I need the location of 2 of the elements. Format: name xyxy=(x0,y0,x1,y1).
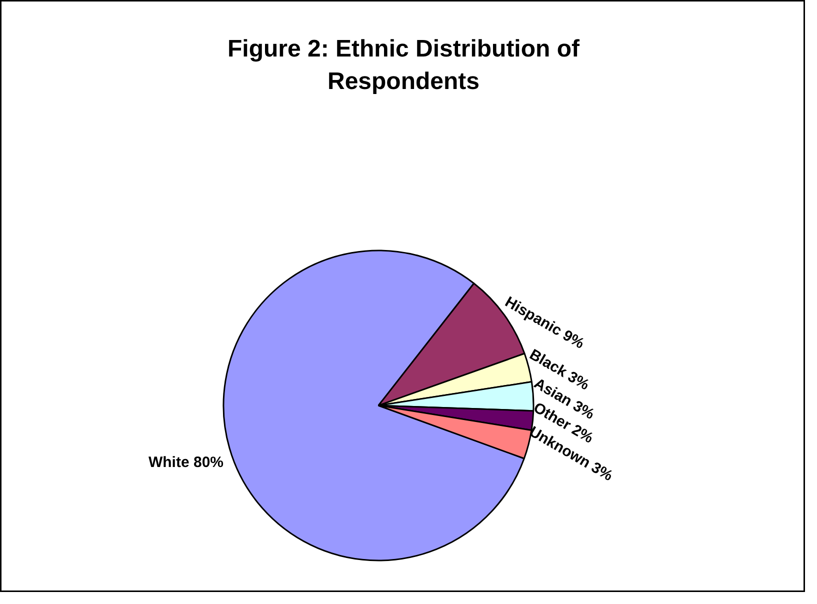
chart-title: Figure 2: Ethnic Distribution of Respondents xyxy=(228,36,580,95)
slice-label: White 80% xyxy=(148,454,224,471)
